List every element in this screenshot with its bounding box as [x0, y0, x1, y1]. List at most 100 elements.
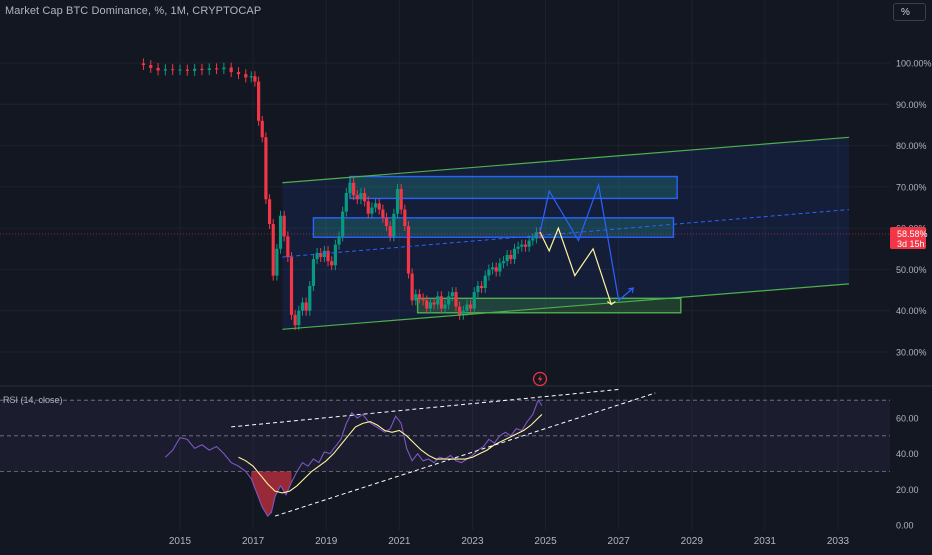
projection-path-blue	[539, 182, 634, 302]
lightning-icon	[532, 371, 548, 387]
channel-lower-line	[282, 283, 850, 330]
candle-body	[286, 236, 290, 258]
candle-body	[253, 76, 257, 82]
candle-body	[341, 211, 345, 237]
rsi-panel	[0, 388, 890, 517]
candle-body	[348, 182, 352, 194]
candle-body	[207, 68, 211, 71]
candle-body	[479, 285, 484, 289]
candle-series	[141, 58, 542, 331]
candle-body	[171, 69, 175, 71]
candle-body	[498, 263, 502, 272]
candle-body	[267, 199, 272, 225]
candle-body	[516, 246, 520, 249]
candle-body	[469, 304, 473, 309]
candle-body	[370, 207, 374, 214]
percent-unit-button[interactable]: %	[893, 3, 926, 21]
candle-body	[308, 285, 312, 311]
rsi-y-tick-label: 20.00	[896, 485, 919, 495]
candle-body	[222, 67, 226, 70]
candle-body	[293, 314, 297, 326]
candle-body	[501, 261, 506, 264]
candle-body	[384, 217, 389, 227]
candle-body	[410, 273, 414, 301]
candle-body	[531, 238, 535, 241]
candle-body	[214, 68, 219, 70]
candle-body	[149, 65, 153, 68]
candle-body	[399, 188, 403, 210]
rsi-trendline-upper	[231, 388, 619, 428]
candle-body	[156, 67, 160, 71]
candle-body	[282, 215, 286, 237]
candle-body	[333, 244, 337, 266]
candle-body	[260, 120, 264, 138]
candle-body	[509, 254, 513, 260]
candle-body	[490, 267, 495, 270]
x-tick-label: 2027	[608, 536, 631, 547]
candle-body	[483, 275, 487, 289]
y-tick-label: 90.00%	[896, 100, 927, 110]
candle-body	[163, 69, 167, 71]
candle-body	[141, 63, 146, 66]
resistance-zone-lower	[312, 217, 675, 238]
price-badge-value: 58.58%	[897, 229, 928, 239]
candle-body	[450, 292, 454, 297]
candle-body	[527, 240, 531, 247]
price-badge	[890, 227, 926, 250]
candle-body	[229, 67, 233, 73]
candle-body	[406, 226, 411, 274]
price-badge-countdown: 3d 15h	[897, 239, 925, 249]
candle-body	[193, 68, 197, 71]
candle-body	[311, 259, 316, 286]
candle-body	[352, 182, 356, 196]
candle-body	[264, 137, 268, 200]
candle-body	[381, 209, 385, 218]
candle-body	[363, 193, 367, 202]
candle-body	[185, 69, 189, 71]
candle-body	[289, 257, 294, 315]
axes-layer: 100.00%90.00%80.00%70.00%60.00%50.00%40.…	[169, 59, 932, 548]
candle-body	[443, 304, 447, 309]
candle-body	[337, 236, 341, 245]
rsi-y-tick-label: 60.00	[896, 414, 919, 424]
channel-fill	[282, 137, 849, 330]
candle-body	[373, 203, 378, 208]
candle-body	[465, 304, 469, 311]
candle-body	[421, 298, 425, 301]
lightning-icon-ring	[532, 371, 548, 387]
x-tick-label: 2021	[388, 536, 411, 547]
annotation-layer-front	[0, 136, 890, 387]
candle-body	[505, 254, 509, 262]
rsi-trendline-lower	[274, 392, 656, 517]
candle-body	[417, 294, 422, 299]
channel-upper-line	[282, 136, 850, 184]
channel-mid-line	[282, 209, 850, 258]
candle-body	[512, 248, 517, 260]
candle-body	[326, 250, 330, 262]
candle-body	[275, 248, 279, 276]
candle-body	[249, 76, 253, 78]
candle-body	[523, 244, 528, 247]
candle-body	[315, 252, 319, 260]
candle-body	[359, 193, 363, 200]
candle-body	[476, 285, 480, 293]
x-tick-label: 2015	[169, 536, 192, 547]
candle-body	[366, 201, 370, 214]
candle-body	[414, 294, 418, 301]
candle-body	[344, 193, 348, 212]
candle-body	[304, 302, 308, 311]
candle-body	[256, 81, 261, 121]
arrow-head-yellow	[606, 301, 616, 306]
candle-body	[520, 244, 524, 247]
candle-body	[297, 310, 301, 326]
candle-body	[388, 226, 392, 237]
candle-body	[436, 296, 440, 305]
x-tick-label: 2031	[754, 536, 777, 547]
candle-body	[278, 215, 283, 249]
rsi-label: RSI (14, close)	[3, 395, 63, 405]
candle-body	[178, 69, 182, 71]
lightning-icon-bolt	[537, 375, 543, 383]
candle-body	[454, 292, 458, 307]
